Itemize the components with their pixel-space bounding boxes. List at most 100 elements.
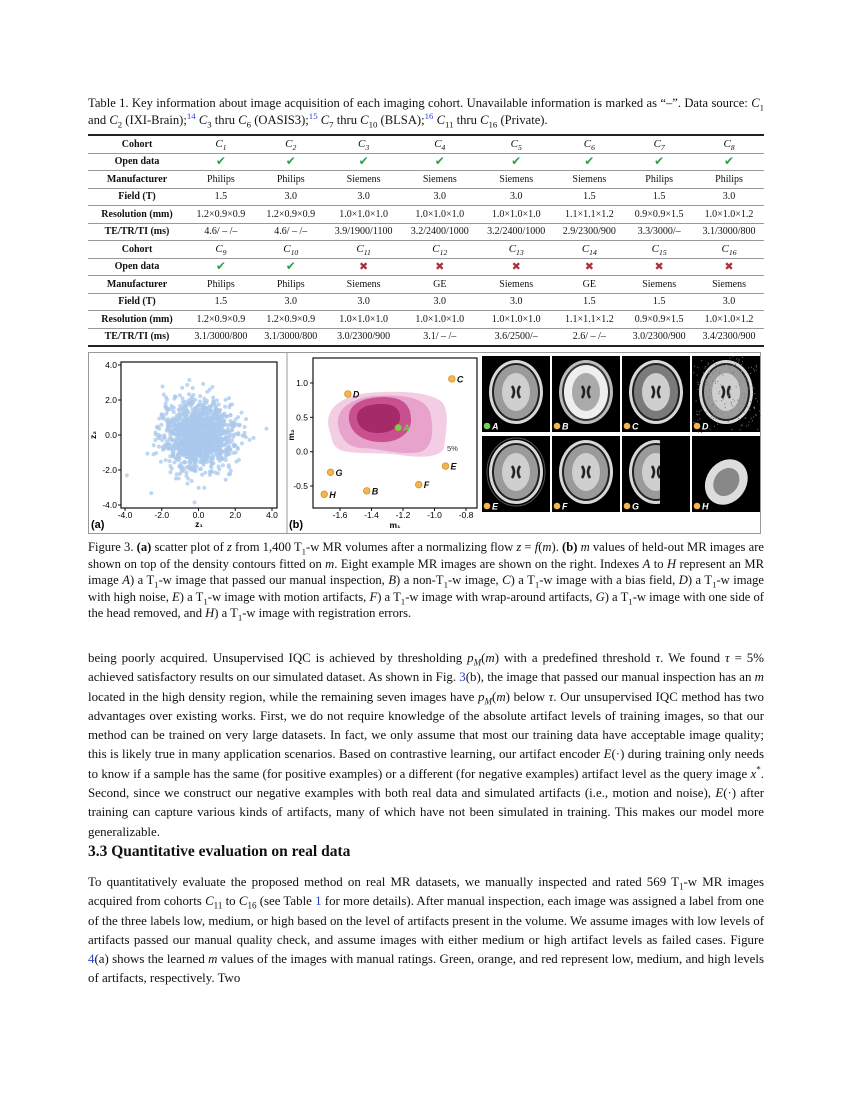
noise-speck [732, 405, 734, 407]
row-label: Open data [88, 258, 186, 276]
reference-link[interactable]: 16 [424, 110, 434, 121]
y-axis-label: m₂ [286, 429, 296, 441]
scatter-point [180, 396, 185, 401]
scatter-point [186, 476, 191, 481]
white-matter [502, 453, 530, 491]
table-cell: ✔ [186, 258, 256, 276]
scatter-point [158, 459, 163, 464]
table-cell: Siemens [554, 170, 625, 189]
noise-speck [693, 422, 695, 424]
noise-speck [693, 365, 695, 367]
image-dot [483, 422, 491, 430]
figure-caption: Figure 3. (a) scatter plot of z from 1,4… [88, 539, 764, 622]
table-cell: ✔ [624, 153, 695, 171]
y-tick-label: -2.0 [102, 465, 117, 475]
noise-speck [732, 398, 734, 400]
scatter-point [189, 422, 194, 427]
noise-speck [713, 418, 715, 420]
noise-speck [744, 417, 746, 419]
noise-speck [714, 411, 716, 413]
y-tick-label: 0.0 [105, 430, 117, 440]
scatter-point [179, 461, 184, 466]
point-label: B [372, 486, 379, 496]
scatter-point [184, 440, 189, 445]
noise-speck [734, 363, 736, 365]
scatter-point [226, 396, 231, 401]
scatter-point [201, 435, 206, 440]
reference-link[interactable]: 4 [88, 952, 95, 967]
noise-speck [698, 411, 700, 413]
scatter-point [184, 470, 189, 475]
text-run: ( [481, 651, 486, 665]
scatter-point [187, 460, 192, 465]
y-tick-label: 2.0 [105, 395, 117, 405]
mr-image-C: C [622, 356, 690, 432]
scatter-point [206, 429, 211, 434]
scatter-point [177, 393, 182, 398]
reference-link[interactable]: 1 [315, 894, 322, 909]
cross-icon: ✖ [584, 261, 594, 274]
text-run: G [595, 589, 605, 604]
text-run: C [198, 112, 208, 127]
y-tick-label: 1.0 [296, 378, 308, 388]
noise-speck [743, 397, 745, 399]
scatter-point [214, 398, 219, 403]
noise-speck [714, 416, 716, 418]
check-icon: ✔ [584, 154, 595, 169]
noise-speck [724, 403, 726, 405]
scatter-point [212, 421, 217, 426]
scatter-point [193, 460, 198, 465]
scatter-point [200, 446, 205, 451]
white-matter [642, 373, 670, 411]
ventricles [650, 465, 662, 479]
noise-speck [727, 421, 729, 423]
scatter-point [177, 450, 182, 455]
scatter-point [221, 412, 226, 417]
point-A [394, 424, 402, 432]
noise-speck [739, 429, 741, 431]
scatter-point [237, 422, 242, 427]
noise-speck [709, 428, 711, 430]
text-run: C [238, 894, 248, 909]
text-run: x [750, 766, 757, 781]
text-run: -w image with motion artifacts, [207, 589, 370, 604]
mr-image-grid: A B C D E F G H [482, 356, 761, 512]
reference-link[interactable]: 15 [308, 110, 318, 121]
text-run: -w image with registration errors. [242, 606, 412, 621]
scatter-point [214, 417, 219, 422]
noise-speck [738, 384, 740, 386]
noise-speck [759, 414, 761, 416]
scatter-point [230, 438, 235, 443]
scatter-point [157, 416, 162, 421]
text-run: p [467, 651, 474, 665]
scatter-point [212, 439, 217, 444]
noise-speck [753, 406, 755, 408]
table-cell: 3.0 [694, 188, 764, 206]
text-run: m [754, 670, 764, 685]
text-run: D [678, 573, 688, 588]
scatter-point [200, 460, 205, 465]
scatter-point [168, 430, 173, 435]
reference-link[interactable]: 14 [186, 110, 196, 121]
text-run: p [478, 689, 485, 704]
scatter-point [201, 405, 206, 410]
scatter-point [215, 426, 220, 431]
noise-speck [748, 367, 750, 369]
scatter-point [196, 485, 201, 490]
table-cell: 2.9/2300/900 [554, 223, 625, 241]
scatter-point [195, 425, 200, 430]
noise-speck [715, 383, 717, 385]
panel-a-scatter: -4.0 -2.0 0.0 2.0 4.0 4.0 2.0 0.0 -2.0 -4.0 z₁ z₂ (a… [88, 360, 278, 531]
text-run: thru [333, 112, 361, 127]
noise-speck [735, 386, 737, 388]
noise-speck [715, 380, 717, 382]
scatter-point [197, 422, 202, 427]
table-cell: 3.3/3000/– [624, 223, 695, 241]
table-row: Manufacturer Philips Philips Siemens GE Sieme… [88, 275, 764, 294]
noise-speck [736, 358, 738, 360]
noise-speck [703, 372, 705, 374]
reference-link[interactable]: 3 [459, 670, 466, 685]
table-cell: 1.5 [624, 188, 695, 206]
noise-speck [704, 367, 706, 369]
table-cell: 3.0 [255, 293, 326, 311]
